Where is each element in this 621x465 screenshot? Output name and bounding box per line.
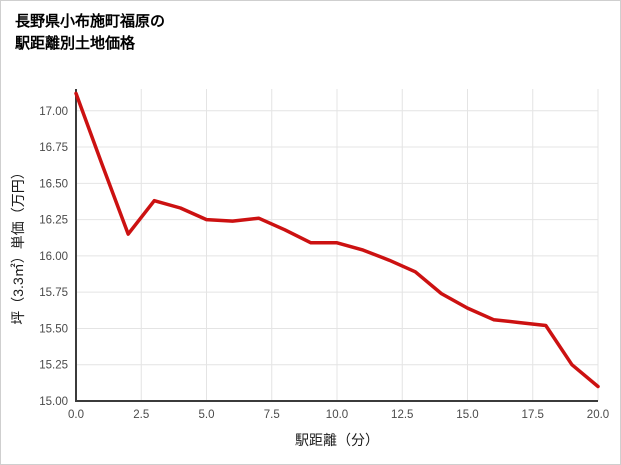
- x-tick-label: 10.0: [326, 409, 348, 421]
- y-tick-label: 16.25: [39, 215, 68, 227]
- x-tick-label: 7.5: [264, 409, 280, 421]
- x-tick-label: 5.0: [199, 409, 215, 421]
- y-tick-label: 15.75: [39, 287, 68, 299]
- chart-title-line2: 駅距離別土地価格: [15, 35, 136, 52]
- y-tick-label: 16.50: [39, 178, 68, 190]
- price-line-series: [74, 91, 600, 389]
- y-tick-label: 16.00: [39, 251, 68, 263]
- x-tick-label: 17.5: [522, 409, 544, 421]
- y-axis-label: 坪（3.3㎡）単価（万円）: [10, 165, 26, 324]
- y-tick-label: 15.50: [39, 323, 68, 335]
- chart-title-line1: 長野県小布施町福原の: [15, 13, 166, 30]
- x-tick-label: 12.5: [391, 409, 413, 421]
- x-tick-label: 2.5: [133, 409, 149, 421]
- line-chart: 0.0 2.5 5.0 7.5 10.0 12.5 15.0 17.5 20.0 15.00 15.…: [10, 89, 609, 448]
- x-tick-label: 20.0: [587, 409, 609, 421]
- x-axis-label: 駅距離（分）: [295, 432, 379, 448]
- y-tick-label: 15.25: [39, 360, 68, 372]
- y-tick-label: 17.00: [39, 106, 68, 118]
- y-tick-label: 16.75: [39, 142, 68, 154]
- x-tick-label: 15.0: [456, 409, 478, 421]
- y-tick-label: 15.00: [39, 396, 68, 408]
- x-tick-label: 0.0: [68, 409, 84, 421]
- chart-title: 長野県小布施町福原の 駅距離別土地価格: [15, 11, 165, 55]
